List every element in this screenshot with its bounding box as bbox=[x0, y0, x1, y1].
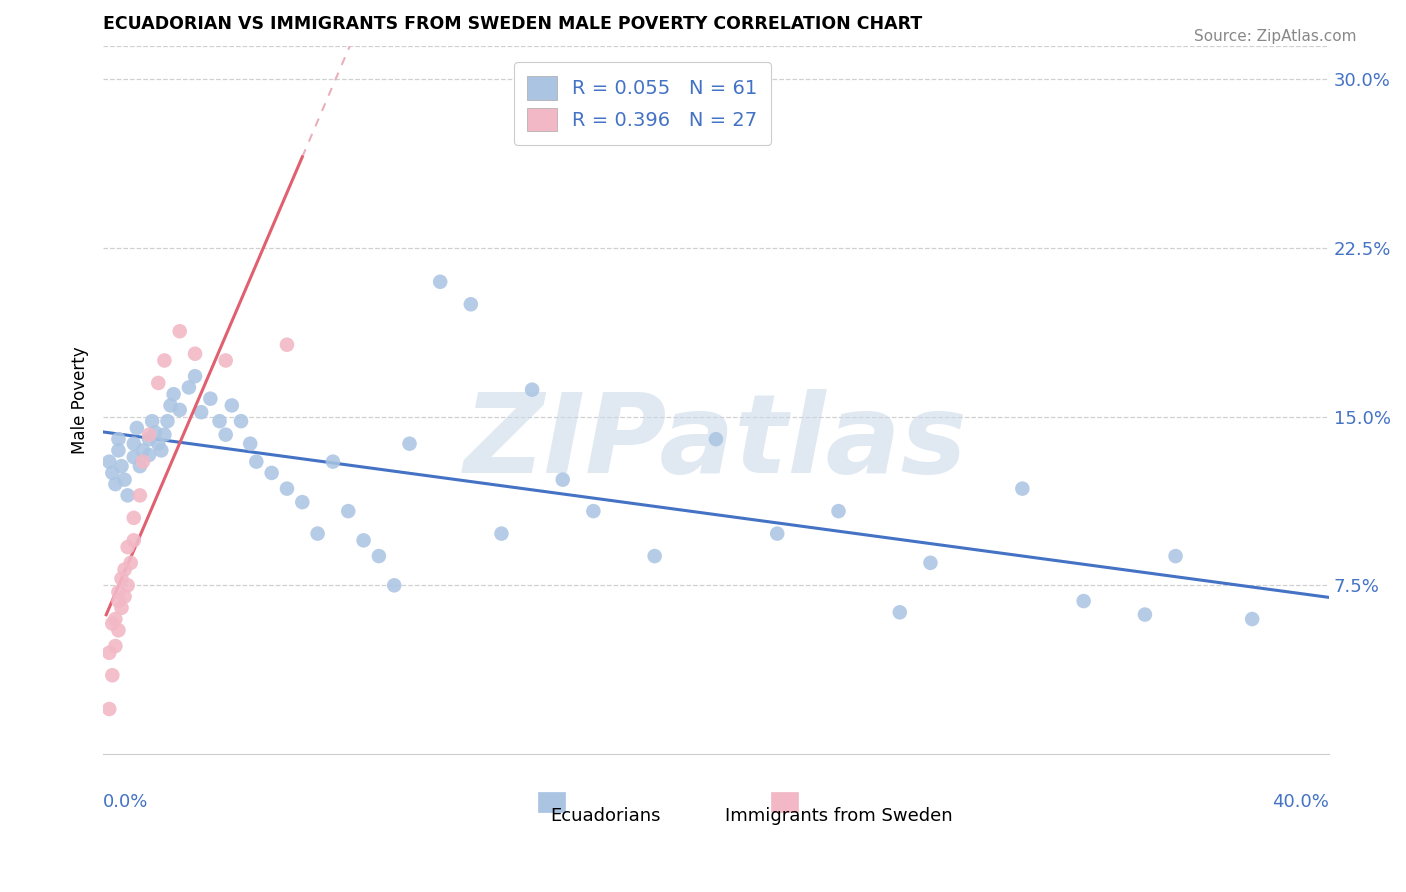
Point bbox=[98, 702, 121, 716]
Point bbox=[704, 432, 727, 446]
Point bbox=[221, 399, 243, 413]
Point bbox=[104, 639, 127, 653]
Point bbox=[582, 504, 605, 518]
Point bbox=[827, 504, 849, 518]
Point bbox=[208, 414, 231, 428]
Text: ZIPatlas: ZIPatlas bbox=[464, 389, 967, 496]
Point bbox=[920, 556, 942, 570]
Point bbox=[141, 414, 163, 428]
Point bbox=[107, 585, 129, 599]
Point bbox=[117, 540, 139, 554]
Point bbox=[307, 526, 329, 541]
Point bbox=[110, 459, 132, 474]
Point bbox=[491, 526, 513, 541]
Point bbox=[159, 399, 181, 413]
Point bbox=[177, 380, 200, 394]
Point bbox=[98, 646, 121, 660]
Point bbox=[429, 275, 451, 289]
Point bbox=[382, 578, 405, 592]
Point bbox=[1241, 612, 1264, 626]
Point bbox=[104, 612, 127, 626]
Point bbox=[215, 427, 238, 442]
Point bbox=[520, 383, 543, 397]
Y-axis label: Male Poverty: Male Poverty bbox=[72, 346, 89, 454]
Point bbox=[322, 455, 344, 469]
Point bbox=[153, 427, 176, 442]
Point bbox=[132, 455, 155, 469]
Point bbox=[551, 473, 574, 487]
Point bbox=[122, 450, 145, 465]
Point bbox=[169, 324, 191, 338]
Point bbox=[107, 594, 129, 608]
Point bbox=[156, 414, 179, 428]
Text: 0.0%: 0.0% bbox=[103, 793, 149, 811]
Point bbox=[353, 533, 375, 548]
Point bbox=[101, 466, 124, 480]
Point bbox=[110, 600, 132, 615]
Point bbox=[150, 443, 173, 458]
Point bbox=[1073, 594, 1095, 608]
Point bbox=[125, 421, 148, 435]
Text: Ecuadorians: Ecuadorians bbox=[550, 807, 661, 825]
Text: Immigrants from Sweden: Immigrants from Sweden bbox=[724, 807, 952, 825]
Point bbox=[239, 436, 262, 450]
Point bbox=[107, 624, 129, 638]
Point bbox=[215, 353, 238, 368]
Point bbox=[122, 533, 145, 548]
Point bbox=[107, 443, 129, 458]
Point bbox=[114, 473, 136, 487]
Point bbox=[190, 405, 212, 419]
Text: Source: ZipAtlas.com: Source: ZipAtlas.com bbox=[1194, 29, 1357, 44]
Point bbox=[117, 578, 139, 592]
Point bbox=[153, 353, 176, 368]
Point bbox=[169, 403, 191, 417]
Point bbox=[138, 432, 160, 446]
Point bbox=[129, 488, 152, 502]
Text: 40.0%: 40.0% bbox=[1272, 793, 1329, 811]
Point bbox=[107, 432, 129, 446]
Point bbox=[398, 436, 420, 450]
Point bbox=[110, 572, 132, 586]
Point bbox=[1133, 607, 1156, 622]
Point bbox=[114, 563, 136, 577]
Point bbox=[229, 414, 252, 428]
Point bbox=[337, 504, 360, 518]
Point bbox=[117, 488, 139, 502]
Point bbox=[1164, 549, 1187, 563]
Point bbox=[101, 668, 124, 682]
Point bbox=[129, 459, 152, 474]
Point bbox=[200, 392, 222, 406]
Point bbox=[98, 455, 121, 469]
Point bbox=[367, 549, 389, 563]
Point bbox=[114, 590, 136, 604]
Point bbox=[460, 297, 482, 311]
FancyBboxPatch shape bbox=[770, 792, 799, 812]
Point bbox=[644, 549, 666, 563]
Point bbox=[138, 448, 160, 462]
Point bbox=[148, 436, 170, 450]
Point bbox=[245, 455, 267, 469]
Point bbox=[143, 425, 166, 440]
Point bbox=[291, 495, 314, 509]
Point bbox=[101, 616, 124, 631]
Point bbox=[184, 369, 207, 384]
Point bbox=[122, 511, 145, 525]
Text: ECUADORIAN VS IMMIGRANTS FROM SWEDEN MALE POVERTY CORRELATION CHART: ECUADORIAN VS IMMIGRANTS FROM SWEDEN MAL… bbox=[103, 15, 922, 33]
Point bbox=[120, 556, 142, 570]
Point bbox=[276, 482, 298, 496]
Point bbox=[1011, 482, 1033, 496]
Point bbox=[148, 376, 170, 390]
Point bbox=[132, 443, 155, 458]
Point bbox=[889, 605, 911, 619]
Point bbox=[122, 436, 145, 450]
Point bbox=[162, 387, 184, 401]
Point bbox=[276, 337, 298, 351]
FancyBboxPatch shape bbox=[538, 792, 565, 812]
Legend: R = 0.055   N = 61, R = 0.396   N = 27: R = 0.055 N = 61, R = 0.396 N = 27 bbox=[513, 62, 770, 145]
Point bbox=[138, 427, 160, 442]
Point bbox=[260, 466, 283, 480]
Point bbox=[104, 477, 127, 491]
Point bbox=[766, 526, 789, 541]
Point bbox=[184, 347, 207, 361]
